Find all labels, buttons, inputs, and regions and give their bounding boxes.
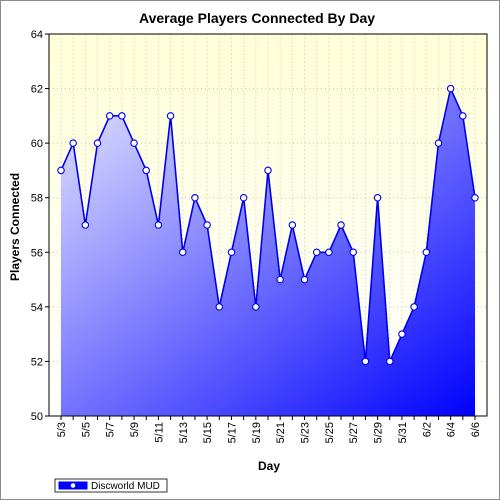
y-tick-label: 64: [31, 29, 43, 41]
data-points: [57, 84, 479, 366]
x-tick-label: 5/27: [348, 422, 360, 443]
x-tick-label: 5/25: [324, 422, 336, 443]
y-tick-label: 58: [31, 193, 43, 205]
data-point: [398, 330, 406, 338]
y-tick-label: 60: [31, 138, 43, 150]
data-point: [252, 303, 260, 311]
data-point: [191, 193, 199, 202]
data-point: [227, 248, 236, 257]
data-point: [349, 248, 357, 257]
x-tick-label: 5/23: [300, 422, 312, 443]
series-area: [61, 88, 475, 416]
x-tick-label: 5/21: [275, 422, 287, 443]
x-axis-title: Day: [258, 459, 280, 473]
x-tick-label: 6/6: [470, 422, 482, 437]
data-point: [276, 275, 284, 284]
data-point: [154, 221, 163, 229]
y-axis: 50 52 54 56 58 60 62 64: [31, 29, 49, 423]
data-point: [215, 303, 224, 311]
data-point: [337, 221, 345, 229]
y-axis-title: Players Connected: [8, 173, 22, 281]
x-tick-label: 5/29: [373, 422, 385, 443]
y-tick-label: 62: [31, 84, 43, 96]
data-point: [361, 357, 370, 366]
x-tick-label: 5/31: [397, 422, 409, 443]
x-tick-label: 5/17: [226, 422, 238, 443]
chart-title: Average Players Connected By Day: [139, 10, 375, 26]
data-point: [179, 248, 187, 257]
data-point: [57, 166, 65, 175]
legend-marker: [69, 482, 77, 489]
data-point: [142, 166, 150, 175]
data-point: [373, 193, 382, 202]
x-tick-label: 5/7: [105, 422, 117, 437]
data-point: [264, 166, 272, 175]
x-tick-label: 5/9: [129, 422, 141, 437]
legend: Discworld MUD: [54, 478, 168, 493]
x-tick-label: 5/15: [202, 422, 214, 443]
data-point: [118, 112, 126, 120]
data-point: [386, 357, 394, 366]
x-tick-label: 5/3: [56, 422, 68, 437]
data-point: [446, 84, 455, 93]
data-point: [300, 275, 309, 284]
x-tick-label: 6/2: [421, 422, 433, 437]
x-tick-label: 5/13: [178, 422, 190, 443]
data-point: [325, 248, 333, 257]
data-point: [81, 221, 90, 229]
data-point: [130, 139, 138, 147]
legend-label: Discworld MUD: [91, 481, 160, 492]
data-point: [459, 112, 467, 120]
data-point: [410, 303, 418, 311]
data-point: [312, 248, 321, 257]
x-tick-label: 5/5: [80, 422, 92, 437]
data-point: [422, 248, 431, 257]
x-tick-label: 5/19: [251, 422, 263, 443]
y-tick-label: 50: [31, 411, 43, 423]
data-point: [239, 193, 248, 202]
y-tick-label: 56: [31, 247, 43, 259]
y-tick-label: 52: [31, 356, 43, 368]
data-point: [471, 193, 479, 202]
data-point: [93, 139, 102, 147]
x-axis: 5/3 5/5 5/7 5/9 5/11 5/13 5/15 5/17 5/19 5/21 5/23…: [56, 416, 482, 443]
data-point: [69, 139, 77, 147]
data-point: [434, 139, 443, 147]
x-tick-label: 5/11: [153, 422, 165, 443]
data-point: [166, 112, 175, 120]
y-tick-label: 54: [31, 302, 43, 314]
data-point: [288, 221, 297, 229]
x-tick-label: 6/4: [446, 422, 458, 437]
data-point: [203, 221, 211, 229]
data-point: [105, 112, 114, 120]
